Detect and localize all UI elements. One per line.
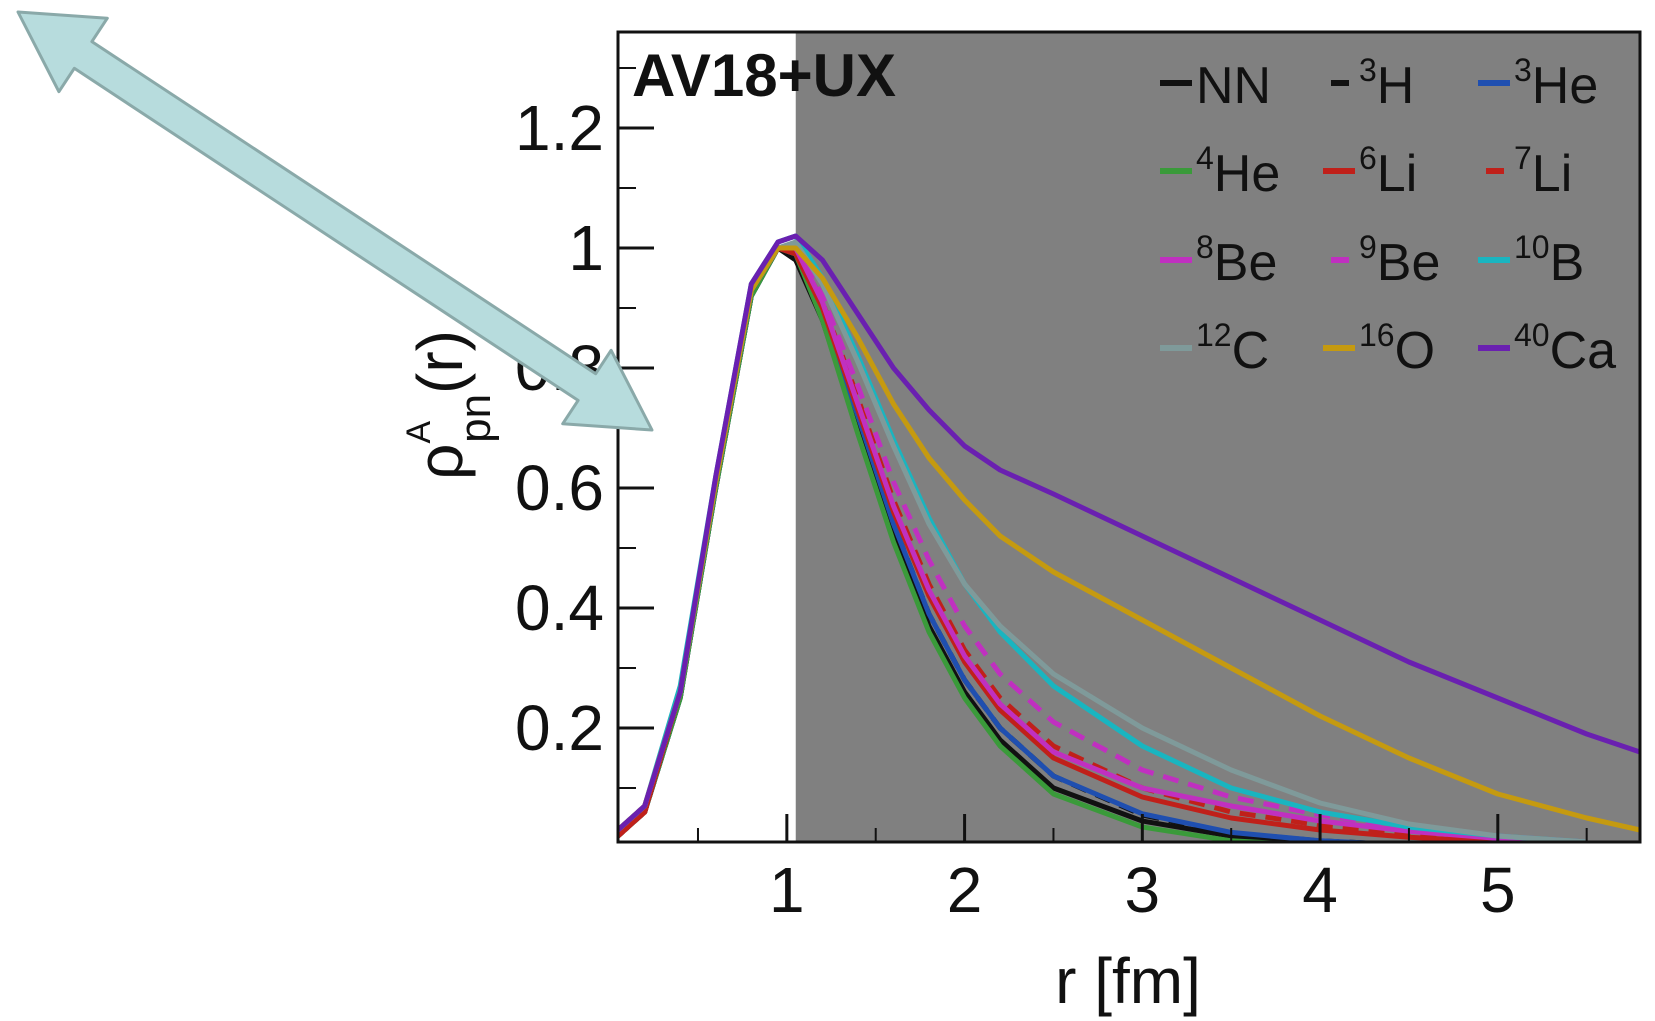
y-axis-label-sup: A	[400, 421, 438, 444]
x-tick-label: 2	[947, 854, 983, 926]
y-axis-label-sub: pn	[451, 394, 500, 443]
legend-label: 9Be	[1359, 229, 1440, 292]
shaded-region	[795, 32, 1640, 842]
x-tick-label: 1	[769, 854, 805, 926]
y-axis-label-arg: (r)	[404, 330, 476, 394]
panel-title: AV18+UX	[632, 42, 896, 109]
legend-label: 7Li	[1514, 140, 1572, 203]
legend-label: 8Be	[1196, 229, 1277, 292]
double-arrow-shape	[16, 10, 654, 432]
x-tick-label: 4	[1302, 854, 1338, 926]
legend-label: 40Ca	[1514, 317, 1616, 380]
series-line-7li	[618, 245, 1587, 842]
y-tick-label: 1.2	[515, 92, 604, 164]
y-tick-label: 0.6	[515, 452, 604, 524]
legend-label: 16O	[1359, 317, 1435, 380]
plot-area	[618, 32, 1640, 842]
plot-frame	[616, 30, 1642, 844]
legend-label: 3He	[1514, 52, 1598, 115]
series-line-40ca	[618, 233, 1640, 832]
x-tick-label: 3	[1125, 854, 1161, 926]
x-tick-label: 5	[1480, 854, 1516, 926]
y-tick-label: 1	[568, 212, 604, 284]
y-axis-label: ρA pn(r)	[400, 330, 500, 480]
legend-label: 12C	[1196, 317, 1269, 380]
legend-label: 10B	[1514, 229, 1584, 292]
legend-label: NN	[1196, 57, 1271, 115]
y-tick-label: 0.4	[515, 572, 604, 644]
y-tick-label: 0.2	[515, 692, 604, 764]
x-axis-label: r [fm]	[1055, 945, 1201, 1017]
legend: NN 3H 3He 4He 6Li 7Li 8Be 9Be 10B 12C 16O 40Ca	[1160, 52, 1616, 380]
double-arrow	[16, 10, 654, 432]
legend-label: 4He	[1196, 140, 1280, 203]
y-axis-label-base: ρ	[404, 444, 476, 480]
legend-label: 3H	[1359, 52, 1414, 115]
legend-label: 6Li	[1359, 140, 1417, 203]
